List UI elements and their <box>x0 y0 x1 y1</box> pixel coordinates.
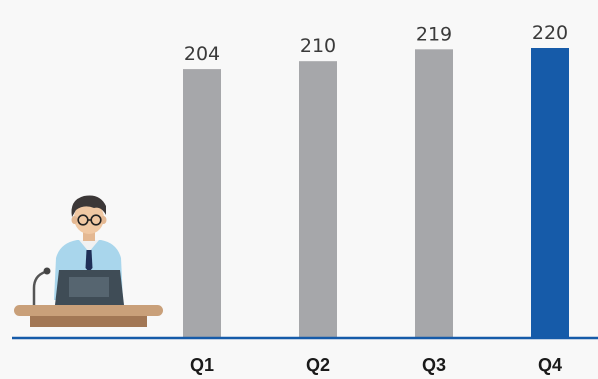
bars-layer <box>183 48 569 339</box>
data-label-q1: 204 <box>184 43 220 65</box>
category-label-q3: Q3 <box>422 355 446 375</box>
presenter-at-podium-icon <box>14 195 163 327</box>
category-label-q2: Q2 <box>306 355 330 375</box>
category-label-q4: Q4 <box>538 355 562 375</box>
data-label-q4: 220 <box>532 22 568 44</box>
bar-q3 <box>415 49 453 339</box>
data-label-q2: 210 <box>300 35 336 57</box>
category-labels-layer: Q1 Q2 Q3 Q4 <box>190 355 562 375</box>
data-label-q3: 219 <box>416 23 452 45</box>
category-label-q1: Q1 <box>190 355 214 375</box>
bar-q2 <box>299 61 337 338</box>
bar-q4 <box>531 48 569 338</box>
data-labels-layer: 204 210 219 220 <box>184 22 568 65</box>
bar-q1 <box>183 69 221 338</box>
